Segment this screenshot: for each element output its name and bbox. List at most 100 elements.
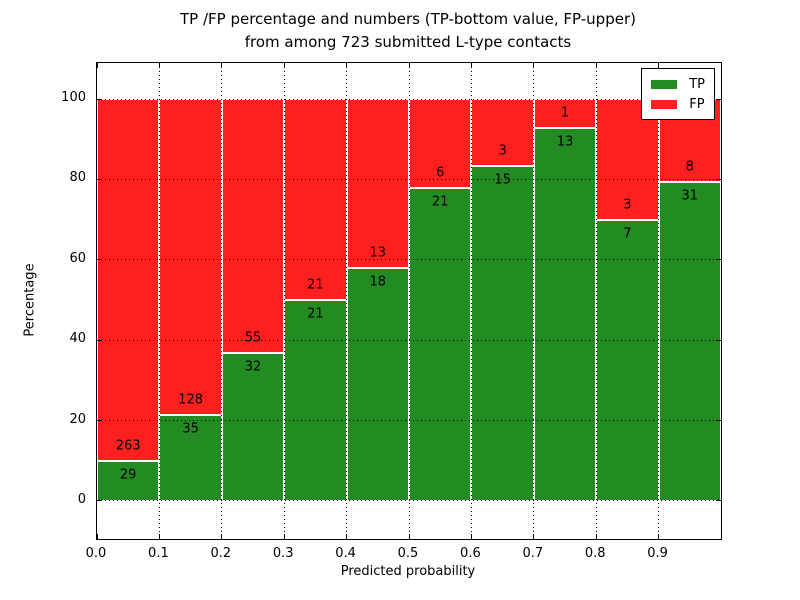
tp-bar-segment [409, 188, 472, 501]
y-tick-label: 80 [69, 170, 86, 186]
y-tick-mark [97, 178, 102, 180]
x-tick-mark [96, 63, 98, 68]
fp-legend-label: FP [689, 96, 705, 112]
tp-bar-segment [596, 219, 659, 501]
y-tick-label: 0 [77, 491, 86, 507]
y-tick-label: 40 [69, 331, 86, 347]
x-tick-mark [658, 63, 660, 68]
fp-count-label: 1 [560, 105, 570, 121]
x-tick-mark [158, 534, 160, 539]
fp-count-label: 21 [307, 277, 324, 293]
tp-count-label: 13 [556, 134, 574, 150]
y-tick-mark [97, 420, 102, 421]
legend-row-tp: TP [651, 74, 705, 94]
x-tick-mark [346, 534, 348, 539]
fp-count-label: 3 [498, 143, 507, 159]
tp-count-label: 7 [623, 226, 632, 242]
chart-title: TP /FP percentage and numbers (TP-bottom… [96, 8, 720, 54]
x-tick-mark [346, 63, 348, 68]
x-tick-mark [595, 63, 597, 68]
tp-legend-swatch [651, 79, 678, 89]
x-tick-mark [533, 534, 535, 539]
x-tick-mark [283, 63, 285, 68]
y-tick-mark [97, 339, 102, 341]
tp-bar-segment [471, 166, 534, 501]
x-tick-mark [408, 63, 410, 68]
x-tick-label: 0.7 [522, 546, 544, 561]
tp-count-label: 21 [307, 306, 324, 322]
tp-count-label: 31 [681, 188, 699, 204]
y-tick-mark [716, 420, 721, 421]
x-tick-label: 0.3 [272, 546, 294, 561]
tp-legend-label: TP [689, 76, 705, 92]
tp-count-label: 35 [182, 421, 199, 437]
tp-bar-segment [221, 353, 285, 501]
x-tick-label: 0.6 [460, 546, 481, 561]
fp-count-label: 128 [178, 392, 204, 408]
x-tick-mark [221, 534, 223, 539]
y-tick-mark [716, 339, 721, 341]
tp-bar-segment [346, 267, 409, 501]
fp-bar-segment [221, 99, 285, 354]
tp-count-label: 18 [369, 274, 387, 290]
fp-count-label: 263 [115, 438, 141, 454]
y-tick-mark [716, 500, 721, 502]
fp-count-label: 8 [685, 159, 694, 175]
tp-bar-segment [284, 299, 347, 501]
x-tick-mark [533, 63, 535, 68]
y-tick-mark [716, 178, 721, 180]
vertical-gridline [346, 63, 348, 539]
x-axis-label: Predicted probability [340, 564, 476, 579]
y-tick-mark [97, 98, 102, 100]
legend-row-fp: FP [651, 94, 705, 114]
vertical-gridline [158, 63, 160, 539]
x-tick-label: 0.1 [148, 546, 169, 561]
vertical-gridline [533, 63, 535, 539]
tp-bar-segment [533, 127, 597, 501]
chart-title-line1: TP /FP percentage and numbers (TP-bottom… [180, 10, 636, 28]
x-tick-label: 0.9 [647, 546, 668, 561]
fp-bar-segment [409, 99, 472, 189]
fp-count-label: 6 [436, 165, 445, 181]
x-tick-mark [283, 534, 285, 539]
fp-count-label: 55 [244, 330, 262, 346]
tp-count-label: 21 [431, 194, 449, 210]
x-tick-mark [470, 63, 472, 68]
x-tick-mark [595, 534, 597, 539]
vertical-gridline [658, 63, 660, 539]
fp-bar-segment [471, 99, 534, 167]
fp-bar-segment [284, 99, 347, 300]
tp-bar-segment [97, 460, 160, 501]
tp-bar-segment [658, 181, 721, 501]
y-tick-mark [716, 259, 721, 261]
x-tick-mark [158, 63, 160, 68]
x-tick-label: 0.5 [397, 546, 419, 561]
y-tick-label: 100 [61, 90, 86, 106]
x-tick-mark [470, 534, 472, 539]
fp-count-label: 13 [369, 245, 387, 261]
x-tick-mark [96, 534, 98, 539]
x-tick-mark [408, 534, 410, 539]
y-tick-mark [97, 259, 102, 261]
y-tick-mark [716, 98, 721, 100]
fp-bar-segment [159, 99, 222, 415]
y-axis-label: Percentage [22, 263, 38, 337]
tp-count-label: 32 [244, 359, 262, 375]
legend: TP FP [641, 68, 715, 120]
vertical-gridline [408, 63, 410, 539]
vertical-gridline [470, 63, 472, 539]
fp-count-label: 3 [623, 197, 632, 213]
x-tick-label: 0.8 [584, 546, 606, 561]
x-tick-label: 0.0 [85, 546, 107, 561]
fp-legend-swatch [651, 99, 678, 109]
vertical-gridline [595, 63, 597, 539]
x-tick-label: 0.2 [210, 546, 232, 561]
x-tick-label: 0.4 [335, 546, 356, 561]
x-tick-mark [221, 63, 223, 68]
chart-title-line2: from among 723 submitted L-type contacts [244, 33, 572, 51]
vertical-gridline [221, 63, 223, 539]
y-tick-label: 20 [69, 411, 86, 427]
tp-count-label: 29 [119, 467, 137, 483]
y-tick-label: 60 [69, 250, 86, 266]
